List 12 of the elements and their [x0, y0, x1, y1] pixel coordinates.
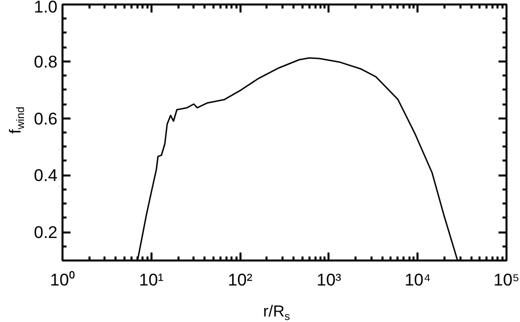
x-tick-label: 10²	[228, 270, 253, 290]
y-tick-label: 1.0	[34, 0, 58, 16]
x-tick-label: 10⁴	[404, 270, 431, 290]
x-tick-label: 10⁵	[494, 270, 520, 290]
y-tick-label: 0.6	[34, 109, 58, 128]
x-tick-label: 10³	[316, 270, 342, 290]
y-tick-label: 0.4	[34, 166, 58, 186]
x-tick-label: 10¹	[139, 270, 164, 290]
y-tick-label: 0.8	[34, 52, 58, 72]
y-axis-title: fwind	[7, 106, 27, 134]
x-tick-label: 10⁰	[50, 270, 75, 290]
y-tick-label: 0.2	[34, 223, 58, 242]
